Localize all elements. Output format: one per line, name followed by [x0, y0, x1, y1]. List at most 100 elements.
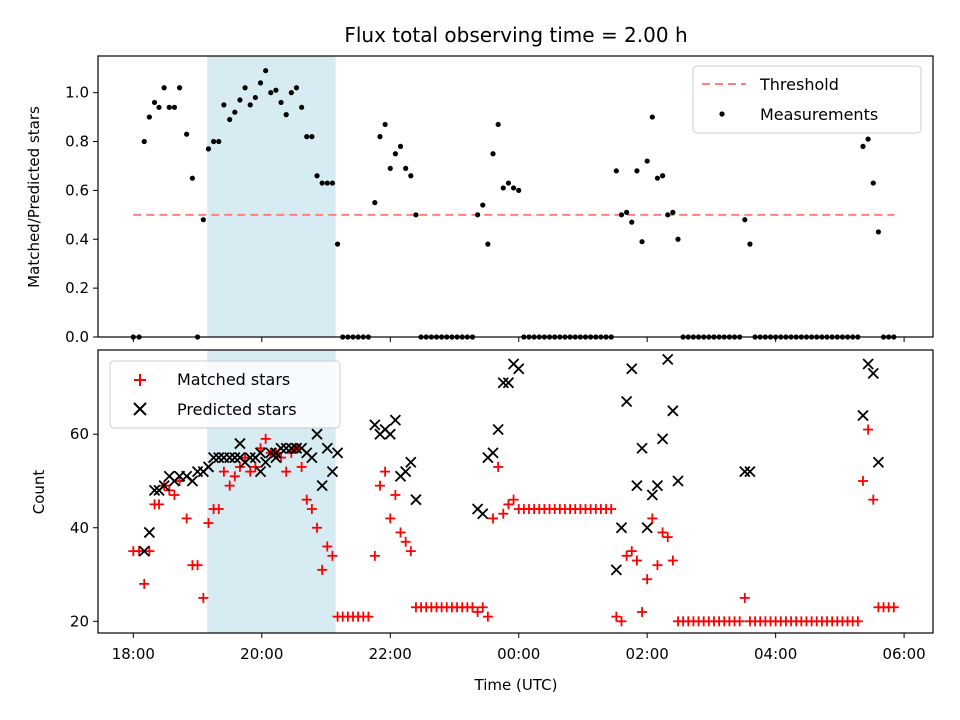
matched-star-point: [260, 433, 271, 444]
predicted-star-point: [400, 465, 412, 478]
predicted-star-point: [260, 456, 272, 468]
measurement-point: [382, 121, 388, 128]
predicted-star-point: [202, 461, 215, 473]
measurement-point: [860, 143, 866, 150]
bottom-axes-frame: [97, 349, 934, 634]
predicted-star-point: [290, 442, 303, 454]
matched-star-point: [281, 466, 292, 477]
matched-star-point: [508, 494, 519, 505]
predicted-star-point: [234, 437, 246, 450]
matched-stars-points: [128, 424, 899, 627]
measurement-point: [273, 87, 279, 93]
matched-star-point: [405, 546, 416, 557]
predicted-star-point: [311, 428, 323, 440]
matched-star-point: [255, 443, 266, 454]
bottom-y-ticks: 20 40 60: [70, 425, 98, 630]
measurement-point: [268, 90, 274, 96]
measurement-point: [377, 134, 383, 140]
matched-star-point: [472, 606, 483, 617]
matched-star-point: [493, 461, 504, 472]
bottom-legend[interactable]: Matched stars Predicted stars: [109, 360, 341, 429]
predicted-star-point: [138, 545, 150, 557]
measurement-point: [263, 68, 269, 74]
measurement-point: [141, 138, 147, 145]
predicted-star-point: [254, 465, 267, 478]
matched-star-point: [657, 527, 668, 538]
matched-star-point: [739, 592, 750, 603]
predicted-star-stroke: [646, 489, 658, 501]
measurement-point: [480, 202, 486, 208]
predicted-star-stroke: [207, 451, 220, 464]
measurement-point: [629, 219, 635, 225]
matched-star-point: [134, 546, 145, 557]
predicted-star-point: [275, 442, 287, 454]
predicted-star-stroke: [872, 456, 885, 468]
predicted-star-stroke: [202, 461, 215, 473]
predicted-star-point: [872, 456, 885, 468]
predicted-star-stroke: [270, 451, 282, 464]
matched-star-point: [363, 611, 374, 622]
measurement-point: [516, 187, 522, 193]
predicted-star-point: [306, 451, 318, 464]
top-legend-box: [692, 65, 922, 134]
matched-star-point: [139, 578, 150, 589]
predicted-star-stroke: [138, 545, 150, 557]
predicted-star-stroke: [158, 480, 170, 492]
matched-star-point: [647, 513, 658, 524]
predicted-star-stroke: [369, 419, 381, 431]
top-panel: 0.0 0.2 0.4 0.6 0.8 1.0 Matched/Predicted sta…: [25, 55, 934, 346]
measurement-point: [639, 239, 645, 245]
measurements-legend-label: Measurements: [760, 105, 878, 124]
predicted-star-stroke: [148, 484, 161, 496]
x-tick-label: 00:00: [497, 645, 540, 663]
measurement-point: [288, 90, 294, 96]
matched-star-point: [181, 513, 192, 524]
measurement-point: [624, 209, 630, 215]
predicted-star-point: [739, 465, 751, 478]
predicted-star-stroke: [311, 428, 323, 440]
x-axis-label: Time (UTC): [474, 676, 558, 694]
bottom-y-tick-label: 60: [70, 425, 89, 443]
predicted-star-point: [270, 451, 282, 464]
predicted-star-stroke: [744, 465, 756, 478]
measurement-point: [205, 146, 212, 152]
matched-star-point: [626, 546, 637, 557]
matched-star-point: [662, 532, 673, 543]
predicted-star-stroke: [862, 358, 874, 370]
predicted-star-point: [667, 405, 679, 417]
predicted-star-stroke: [254, 447, 267, 459]
measurement-point: [247, 102, 253, 108]
measurement-point: [211, 138, 217, 145]
matched-star-point: [374, 480, 385, 491]
predicted-star-stroke: [389, 414, 402, 426]
measurement-point: [232, 109, 238, 115]
predicted-star-point: [280, 442, 292, 454]
matched-star-point: [306, 504, 317, 515]
predicted-star-point: [389, 414, 402, 426]
top-legend[interactable]: Threshold Measurements: [692, 65, 922, 134]
matched-star-point: [245, 466, 256, 477]
top-y-ticks: 0.0 0.2 0.4 0.6 0.8 1.0: [65, 84, 98, 346]
predicted-star-stroke: [672, 475, 684, 487]
measurement-point: [278, 99, 284, 106]
predicted-star-point: [662, 353, 674, 365]
predicted-star-stroke: [656, 433, 669, 445]
predicted-star-stroke: [321, 442, 333, 454]
measurement-point: [227, 116, 233, 123]
matched-star-point: [488, 513, 499, 524]
matched-star-point: [385, 513, 396, 524]
matched-star-point: [482, 611, 493, 622]
measurement-point: [618, 212, 625, 218]
measurement-point: [408, 173, 414, 179]
measurement-point: [283, 112, 289, 118]
predicted-star-point: [631, 480, 643, 492]
chart-title: Flux total observing time = 2.00 h: [344, 23, 687, 47]
measurement-point: [500, 185, 506, 191]
predicted-star-point: [316, 480, 328, 492]
predicted-star-point: [626, 363, 638, 375]
predicted-star-point: [224, 451, 236, 464]
matched-star-point: [327, 550, 338, 561]
matched-star-point: [400, 536, 411, 547]
matched-star-point: [312, 522, 323, 533]
